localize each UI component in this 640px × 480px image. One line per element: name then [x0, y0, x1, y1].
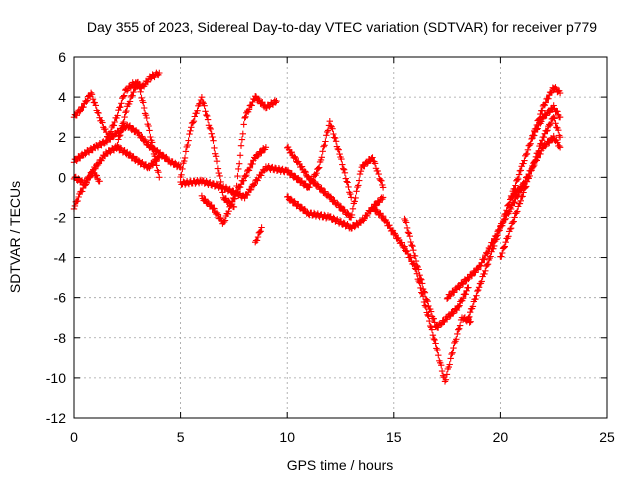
series-track-14 [443, 184, 525, 302]
series-track-9 [252, 224, 265, 246]
series-track-1 [70, 69, 163, 140]
series-track-11 [284, 143, 387, 221]
marker-path [443, 184, 525, 302]
grid [74, 57, 607, 418]
series-track-18 [529, 102, 564, 139]
marker-path [284, 143, 387, 221]
y-tick-label: -8 [54, 330, 67, 346]
y-tick-label: 2 [58, 129, 66, 145]
marker-path [507, 132, 564, 201]
y-tick-label: -2 [54, 209, 67, 225]
series-track-13 [401, 215, 472, 331]
series-track-4 [70, 166, 103, 213]
x-tick-label: 0 [70, 429, 78, 445]
marker-path [113, 78, 163, 181]
marker-path [177, 93, 280, 211]
marker-path [401, 215, 472, 331]
y-tick-label: -10 [46, 370, 66, 386]
x-tick-label: 25 [599, 429, 615, 445]
y-axis-label: SDTVAR / TECUs [7, 181, 23, 293]
series-track-6 [177, 93, 280, 211]
marker-path [284, 193, 387, 232]
y-tick-label: 6 [58, 49, 66, 65]
series-track-10 [284, 193, 387, 232]
y-tick-label: -6 [54, 290, 67, 306]
axis-ticks: -12 -10 -8 -6 -4 -2 0 2 4 6 0 5 10 15 20 25 [46, 49, 615, 445]
series-track-2 [70, 121, 184, 171]
x-tick-label: 20 [493, 429, 509, 445]
marker-path [70, 69, 163, 140]
marker-path [70, 121, 184, 171]
series-track-17 [507, 132, 564, 201]
marker-path [252, 224, 265, 246]
series-track-15 [465, 84, 564, 322]
marker-path [465, 84, 564, 322]
x-axis-label: GPS time / hours [287, 457, 394, 473]
marker-path [369, 204, 474, 385]
chart-title: Day 355 of 2023, Sidereal Day-to-day VTE… [87, 19, 597, 35]
data-points [70, 69, 564, 385]
x-tick-label: 10 [279, 429, 295, 445]
marker-path [529, 102, 564, 139]
x-tick-label: 15 [386, 429, 402, 445]
y-tick-label: -4 [54, 250, 67, 266]
series-track-12 [369, 204, 474, 385]
marker-path [70, 166, 103, 213]
series-track-8 [198, 144, 270, 227]
marker-path [198, 144, 270, 227]
series-track-7 [177, 118, 355, 202]
y-tick-label: 4 [58, 89, 66, 105]
series-track-5 [113, 78, 163, 181]
y-tick-label: 0 [58, 169, 66, 185]
y-tick-label: -12 [46, 410, 66, 426]
marker-path [177, 118, 355, 202]
plot-frame [73, 56, 608, 419]
x-tick-label: 5 [177, 429, 185, 445]
